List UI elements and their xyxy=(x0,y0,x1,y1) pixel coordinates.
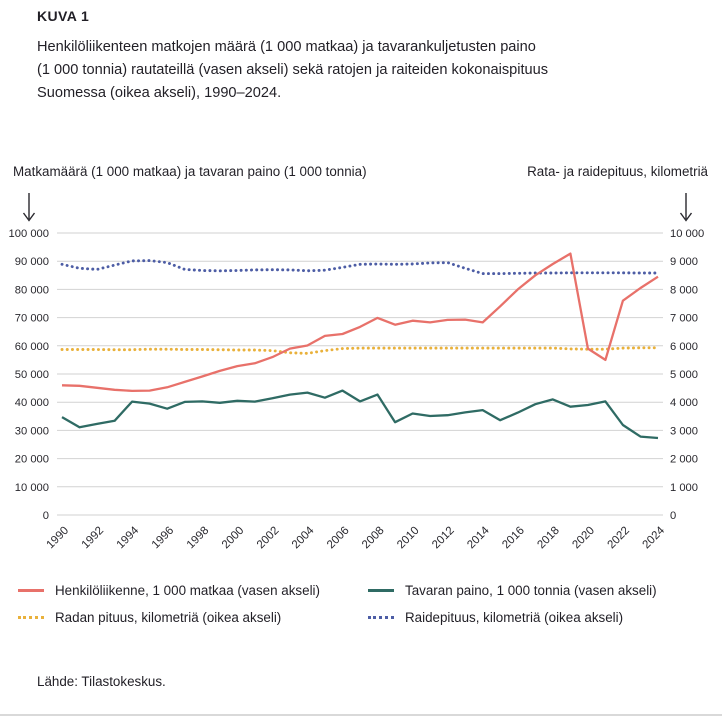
y-tick-label-left: 0 xyxy=(43,510,49,522)
y-tick-label-right: 0 xyxy=(670,510,676,522)
x-tick-label: 1998 xyxy=(185,525,212,552)
x-tick-label: 2018 xyxy=(535,525,562,552)
y-tick-label-right: 1 000 xyxy=(670,482,698,494)
y-tick-label-left: 90 000 xyxy=(15,256,49,268)
legend-label: Tavaran paino, 1 000 tonnia (vasen aksel… xyxy=(405,583,657,598)
dual-axis-line-chart: 0 0 10 000 1 000 20 000 2 000 30 000 3 000 40 00… xyxy=(9,228,705,552)
y-tick-label-right: 2 000 xyxy=(670,454,698,466)
chart-legend: Henkilöliikenne, 1 000 matkaa (vasen aks… xyxy=(18,583,704,625)
freight-line-swatch xyxy=(368,589,394,592)
legend-label: Raidepituus, kilometriä (oikea akseli) xyxy=(405,610,624,625)
y-tick-label-left: 10 000 xyxy=(15,482,49,494)
figure-title: Henkilöliikenteen matkojen määrä (1 000 … xyxy=(37,36,548,105)
down-arrow-icon xyxy=(21,192,37,229)
x-tick-label: 2012 xyxy=(430,525,457,552)
x-tick-label: 2024 xyxy=(641,524,668,551)
y-tick-label-left: 40 000 xyxy=(15,397,49,409)
figure-number: KUVA 1 xyxy=(37,8,90,24)
y-tick-label-right: 9 000 xyxy=(670,256,698,268)
right-axis-header: Rata- ja raidepituus, kilometriä xyxy=(527,164,708,179)
y-tick-label-left: 70 000 xyxy=(15,313,49,325)
x-tick-label: 2016 xyxy=(500,525,527,552)
down-arrow-icon xyxy=(678,192,694,229)
y-tick-label-right: 5 000 xyxy=(670,369,698,381)
series-line-0 xyxy=(61,252,659,393)
y-tick-label-left: 30 000 xyxy=(15,425,49,437)
rail-length-swatch xyxy=(368,616,394,619)
passenger-line-swatch xyxy=(18,589,44,592)
y-tick-label-right: 10 000 xyxy=(670,228,704,240)
legend-label: Radan pituus, kilometriä (oikea akseli) xyxy=(55,610,282,625)
y-tick-label-left: 80 000 xyxy=(15,284,49,296)
series-line-3 xyxy=(60,259,660,276)
series-line-2 xyxy=(60,346,660,355)
y-tick-label-right: 6 000 xyxy=(670,341,698,353)
x-tick-label: 1992 xyxy=(80,525,107,552)
legend-item-rail-length: Raidepituus, kilometriä (oikea akseli) xyxy=(368,610,704,625)
legend-item-passenger-traffic: Henkilöliikenne, 1 000 matkaa (vasen aks… xyxy=(18,583,368,598)
left-axis-header: Matkamäärä (1 000 matkaa) ja tavaran pai… xyxy=(13,164,367,179)
y-tick-label-right: 7 000 xyxy=(670,313,698,325)
legend-label: Henkilöliikenne, 1 000 matkaa (vasen aks… xyxy=(55,583,320,598)
x-tick-label: 2004 xyxy=(290,524,317,551)
y-tick-label-left: 100 000 xyxy=(9,228,49,240)
y-tick-label-left: 20 000 xyxy=(15,454,49,466)
legend-item-freight-weight: Tavaran paino, 1 000 tonnia (vasen aksel… xyxy=(368,583,704,598)
y-tick-label-left: 60 000 xyxy=(15,341,49,353)
series-line-1 xyxy=(61,389,659,440)
x-tick-label: 1994 xyxy=(115,524,142,551)
x-tick-label: 2014 xyxy=(465,524,492,551)
x-tick-label: 2002 xyxy=(255,525,282,552)
x-tick-label: 2020 xyxy=(570,525,597,552)
x-tick-label: 1996 xyxy=(150,525,177,552)
figure-title-line-1: Henkilöliikenteen matkojen määrä (1 000 … xyxy=(37,39,536,55)
figure-title-line-2: (1 000 tonnia) rautateillä (vasen akseli… xyxy=(37,62,549,78)
x-tick-label: 2006 xyxy=(325,525,352,552)
x-tick-label: 2000 xyxy=(220,525,247,552)
source-note: Lähde: Tilastokeskus. xyxy=(37,674,166,689)
y-tick-label-right: 8 000 xyxy=(670,284,698,296)
y-tick-label-right: 3 000 xyxy=(670,425,698,437)
y-tick-label-left: 50 000 xyxy=(15,369,49,381)
x-tick-label: 2010 xyxy=(395,525,422,552)
x-tick-label: 2008 xyxy=(360,525,387,552)
track-length-swatch xyxy=(18,616,44,619)
y-tick-label-right: 4 000 xyxy=(670,397,698,409)
legend-item-track-length: Radan pituus, kilometriä (oikea akseli) xyxy=(18,610,368,625)
figure-title-line-3: Suomessa (oikea akseli), 1990–2024. xyxy=(37,85,282,101)
x-tick-label: 2022 xyxy=(605,525,632,552)
x-tick-label: 1990 xyxy=(45,525,72,552)
